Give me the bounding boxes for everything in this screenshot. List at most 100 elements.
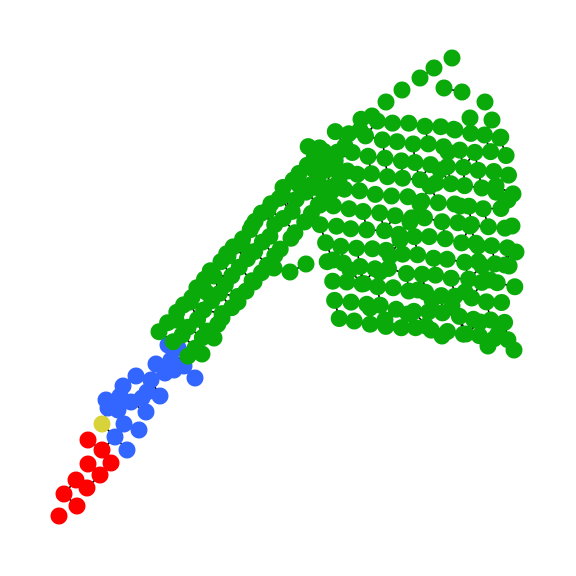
graph-node-green (330, 310, 348, 327)
graph-node-green (436, 230, 454, 248)
graph-node-green (433, 327, 451, 345)
graph-node-green (271, 240, 289, 258)
graph-node-green (438, 250, 456, 268)
graph-node-red (50, 507, 68, 525)
graph-node-green (341, 261, 359, 279)
graph-node-green (469, 161, 487, 179)
graph-node-green (483, 237, 501, 255)
graph-node-green (405, 228, 423, 246)
graph-node-green (460, 270, 478, 288)
graph-node-green (286, 224, 304, 242)
graph-node-green (342, 220, 360, 238)
graph-node-green (369, 278, 387, 296)
graph-node-blue (165, 361, 183, 379)
graph-node-green (466, 143, 484, 161)
graph-node-green (384, 114, 401, 132)
graph-node-blue (147, 355, 165, 373)
graph-node-green (205, 267, 223, 285)
graph-node-green (506, 278, 524, 296)
graph-node-green (376, 311, 394, 329)
graph-node-green (213, 309, 231, 327)
graph-node-blue (137, 403, 155, 421)
graph-node-green (336, 137, 354, 155)
graph-node-green (377, 93, 395, 111)
graph-node-green (358, 221, 376, 239)
graph-node-green (454, 158, 472, 176)
graph-node-green (317, 234, 335, 252)
graph-node-green (391, 231, 409, 249)
graph-node-green (409, 281, 427, 299)
graph-node-green (461, 217, 479, 235)
graph-node-green (307, 178, 324, 196)
graph-node-green (324, 197, 342, 215)
graph-node-green (423, 291, 441, 309)
graph-node-blue (118, 441, 136, 459)
graph-node-green (400, 114, 418, 132)
graph-node-green (394, 169, 412, 187)
graph-node-green (324, 272, 342, 290)
graph-node-green (193, 345, 211, 363)
graph-node-green (442, 269, 460, 287)
graph-node-green (233, 235, 251, 253)
graph-node-green (456, 177, 474, 195)
graph-node-green (392, 319, 410, 337)
graph-node-green (425, 249, 443, 267)
graph-node-green (497, 147, 515, 164)
graph-node-green (398, 265, 415, 282)
graph-node-green (487, 177, 505, 195)
graph-node-green (435, 79, 453, 97)
graph-node-green (404, 135, 422, 153)
graph-node-green (416, 209, 433, 227)
graph-node-red (102, 454, 120, 472)
graph-node-green (371, 263, 389, 281)
graph-node-green (417, 317, 435, 335)
graph-node-green (306, 161, 324, 179)
graph-node-green (453, 83, 471, 101)
graph-node-green (413, 265, 431, 283)
graph-node-green (219, 247, 237, 265)
graph-node-green (471, 313, 489, 331)
graph-node-green (259, 201, 277, 219)
graph-node-green (473, 257, 491, 275)
graph-node-green (496, 256, 514, 274)
graph-node-blue (142, 371, 160, 389)
graph-node-green (388, 133, 406, 151)
graph-node-green (281, 263, 299, 281)
graph-node-green (243, 217, 261, 235)
graph-node-green (366, 185, 384, 203)
graph-node-green (245, 273, 263, 291)
graph-node-blue (151, 387, 169, 405)
graph-node-green (456, 283, 474, 301)
graph-node-green (386, 207, 404, 225)
graph-node-green (479, 337, 497, 355)
graph-node-green (416, 117, 434, 135)
graph-node-green (409, 246, 427, 264)
graph-node-green (446, 121, 464, 139)
graph-node-green (351, 182, 369, 200)
graph-node-green (481, 271, 499, 289)
graph-node-green (348, 239, 365, 257)
graph-node-green (376, 222, 393, 240)
graph-node-green (340, 200, 358, 218)
graph-node-green (401, 213, 419, 231)
graph-node-yellow (93, 415, 111, 433)
graph-node-green (265, 259, 283, 277)
graph-node-green (479, 218, 497, 236)
graph-node-red (93, 441, 111, 459)
graph-node-green (461, 109, 479, 127)
graph-node-blue (186, 369, 204, 387)
graph-node-green (474, 200, 492, 218)
graph-node-green (373, 131, 391, 149)
graph-node-green (432, 118, 450, 136)
graph-node-green (274, 187, 292, 205)
graph-node-green (505, 341, 523, 359)
graph-node-green (457, 325, 475, 343)
graph-node-green (476, 126, 493, 144)
graph-node-green (363, 165, 380, 183)
graph-node-green (326, 123, 344, 141)
graph-node-green (379, 168, 396, 186)
graph-node-red (91, 466, 109, 484)
graph-node-green (309, 196, 327, 214)
graph-node-green (469, 237, 487, 255)
